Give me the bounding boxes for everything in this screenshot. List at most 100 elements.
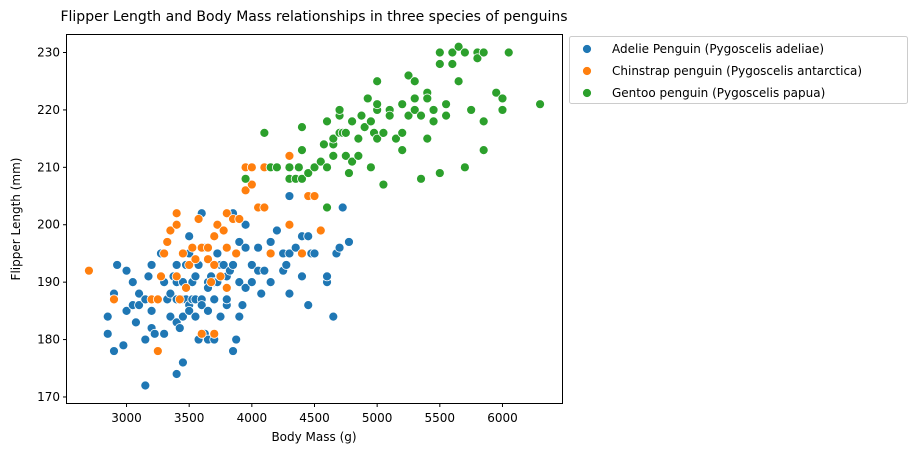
data-point-s2-57 bbox=[422, 133, 433, 144]
data-point-s0-27 bbox=[165, 311, 176, 322]
data-point-s1-48 bbox=[309, 191, 320, 201]
data-point-s0-70 bbox=[215, 311, 226, 322]
data-point-s2-52 bbox=[409, 105, 420, 115]
data-point-s1-39 bbox=[246, 179, 257, 190]
data-point-s0-82 bbox=[234, 311, 245, 322]
data-point-s1-20 bbox=[196, 328, 207, 339]
data-point-s0-84 bbox=[237, 300, 248, 311]
y-axis: 170 180 190 200 210 220 230 bbox=[37, 46, 67, 404]
data-point-s2-14 bbox=[318, 139, 329, 150]
data-point-s2-81 bbox=[497, 105, 508, 115]
data-point-s2-53 bbox=[409, 93, 420, 104]
data-point-s2-63 bbox=[434, 59, 445, 69]
data-point-s2-9 bbox=[297, 173, 307, 184]
y-tick-label-1: 180 bbox=[37, 333, 60, 347]
data-point-s2-83 bbox=[535, 99, 545, 110]
data-point-s2-17 bbox=[322, 202, 332, 213]
legend-label-0: Adelie Penguin (Pygoscelis adeliae) bbox=[612, 42, 824, 56]
data-point-s1-23 bbox=[206, 277, 217, 288]
data-point-s2-3 bbox=[272, 162, 282, 173]
data-point-s1-17 bbox=[190, 254, 201, 265]
data-point-s0-87 bbox=[240, 219, 251, 230]
data-point-s0-4 bbox=[109, 346, 119, 356]
legend-marker-2 bbox=[582, 88, 592, 98]
x-tick-label-5: 5500 bbox=[425, 411, 456, 425]
data-point-s2-25 bbox=[340, 150, 351, 161]
data-point-s2-31 bbox=[353, 133, 364, 144]
data-point-s0-103 bbox=[290, 242, 301, 253]
data-point-s0-60 bbox=[203, 305, 213, 316]
data-point-s0-111 bbox=[322, 271, 332, 282]
data-point-s2-82 bbox=[503, 47, 514, 58]
data-point-s2-36 bbox=[365, 116, 376, 127]
y-tick-label-5: 220 bbox=[37, 103, 60, 117]
legend-items: Adelie Penguin (Pygoscelis adeliae) Chins… bbox=[582, 42, 862, 100]
data-point-s0-88 bbox=[246, 260, 257, 270]
data-point-s2-35 bbox=[365, 162, 376, 173]
data-point-s2-69 bbox=[453, 41, 464, 52]
data-point-s0-28 bbox=[165, 288, 176, 299]
legend-marker-0 bbox=[582, 44, 592, 54]
data-point-s1-12 bbox=[174, 294, 185, 305]
data-point-s2-65 bbox=[441, 110, 451, 121]
data-point-s1-1 bbox=[109, 294, 119, 305]
chart-title: Flipper Length and Body Mass relationshi… bbox=[60, 9, 567, 25]
data-point-s0-74 bbox=[221, 294, 232, 305]
data-point-s0-45 bbox=[184, 305, 195, 316]
data-point-s2-19 bbox=[328, 133, 339, 144]
data-point-s1-3 bbox=[152, 346, 163, 356]
data-point-s0-9 bbox=[127, 277, 138, 288]
legend-label-2: Gentoo penguin (Pygoscelis papua) bbox=[612, 86, 825, 100]
data-point-s0-11 bbox=[131, 317, 141, 328]
y-tick-label-4: 210 bbox=[37, 160, 60, 174]
x-axis-label: Body Mass (g) bbox=[271, 430, 356, 444]
data-point-s2-79 bbox=[491, 87, 502, 98]
data-point-s0-6 bbox=[118, 340, 129, 351]
data-point-s2-12 bbox=[309, 162, 320, 173]
data-point-s2-39 bbox=[372, 133, 383, 144]
data-point-s0-1 bbox=[102, 311, 113, 322]
data-point-s2-10 bbox=[297, 145, 307, 156]
data-point-s0-63 bbox=[209, 294, 220, 305]
data-point-s0-55 bbox=[196, 300, 207, 311]
data-point-s0-19 bbox=[146, 305, 157, 316]
data-point-s0-20 bbox=[146, 260, 157, 270]
data-point-s2-13 bbox=[315, 156, 326, 167]
points-layer bbox=[84, 41, 545, 391]
data-point-s0-21 bbox=[149, 328, 160, 339]
data-point-s1-37 bbox=[240, 185, 251, 196]
data-point-s0-114 bbox=[334, 242, 345, 253]
data-point-s2-77 bbox=[478, 116, 489, 127]
data-point-s1-49 bbox=[315, 225, 326, 236]
data-point-s2-45 bbox=[384, 110, 395, 121]
data-point-s0-99 bbox=[281, 260, 292, 270]
data-point-s1-4 bbox=[152, 294, 163, 305]
data-point-s0-115 bbox=[337, 202, 348, 213]
data-point-s1-26 bbox=[209, 328, 220, 339]
x-tick-label-6: 6000 bbox=[487, 411, 518, 425]
data-point-s1-44 bbox=[284, 150, 295, 161]
data-point-s2-60 bbox=[428, 105, 439, 115]
data-point-s1-28 bbox=[215, 271, 226, 282]
data-point-s0-96 bbox=[272, 225, 282, 236]
data-point-s1-41 bbox=[259, 202, 270, 213]
data-point-s1-31 bbox=[221, 242, 232, 253]
data-point-s2-72 bbox=[459, 47, 470, 58]
data-point-s0-43 bbox=[184, 231, 195, 242]
data-point-s2-11 bbox=[303, 168, 314, 178]
data-point-s0-112 bbox=[328, 311, 339, 322]
data-point-s2-26 bbox=[340, 127, 351, 138]
data-point-s1-18 bbox=[193, 214, 204, 224]
data-point-s2-71 bbox=[459, 162, 470, 173]
data-point-s2-62 bbox=[434, 168, 445, 178]
data-point-s0-36 bbox=[178, 357, 188, 368]
data-point-s0-7 bbox=[121, 265, 132, 276]
data-point-s0-90 bbox=[253, 242, 264, 253]
data-point-s2-8 bbox=[297, 122, 307, 133]
legend-frame bbox=[569, 36, 908, 104]
x-axis: 3000 3500 4000 4500 5000 5500 6000 bbox=[111, 403, 518, 425]
y-axis-label: Flipper Length (mm) bbox=[9, 158, 23, 281]
data-point-s0-12 bbox=[134, 300, 144, 311]
legend-label-1: Chinstrap penguin (Pygoscelis antarctica… bbox=[612, 64, 862, 78]
